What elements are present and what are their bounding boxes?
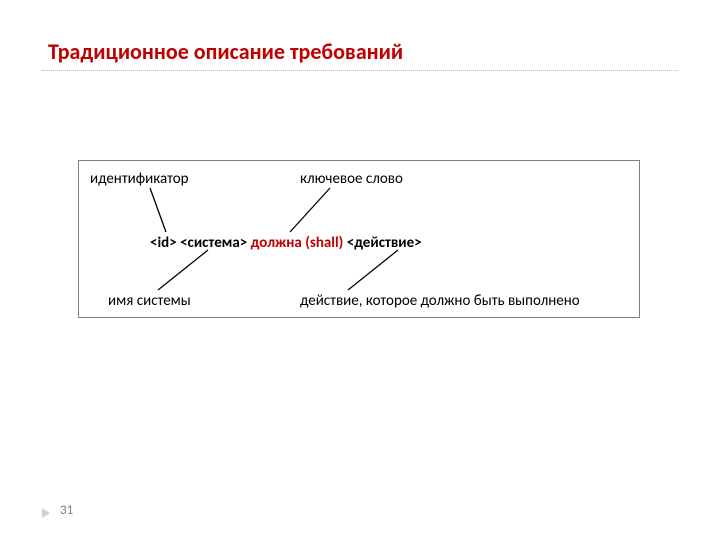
page-bullet-icon (42, 508, 50, 518)
line-keyword (290, 188, 330, 232)
line-system (158, 250, 208, 290)
line-id (150, 188, 166, 232)
page-number: 31 (60, 503, 73, 518)
line-action (348, 250, 398, 290)
connector-lines (0, 0, 720, 540)
